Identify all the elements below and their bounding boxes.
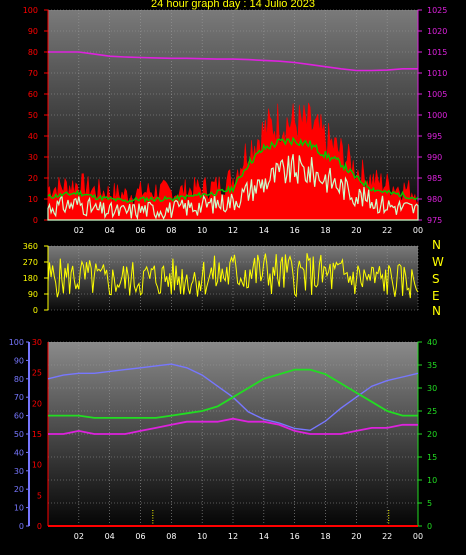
compass-s: S bbox=[432, 272, 440, 286]
compass-w: W bbox=[432, 255, 444, 269]
x-tick-label: 10 bbox=[197, 532, 207, 541]
y-left-tick-label: 80 bbox=[28, 48, 38, 57]
y-left-tick-label: 60 bbox=[28, 90, 38, 99]
direction-tick-label: 90 bbox=[28, 290, 38, 299]
humidity-tick-label: 100 bbox=[9, 338, 24, 347]
humidity-tick-label: 50 bbox=[14, 430, 24, 439]
temperature-tick-label: 25 bbox=[427, 407, 437, 416]
series-temperature-line bbox=[48, 368, 418, 419]
temperature-tick-label: 0 bbox=[427, 522, 432, 531]
x-tick-label: 04 bbox=[105, 532, 115, 541]
y-left-tick-label: 100 bbox=[23, 6, 38, 15]
temperature-tick-label: 20 bbox=[427, 430, 437, 439]
temperature-tick-label: 10 bbox=[427, 476, 437, 485]
temperature-tick-label: 30 bbox=[427, 384, 437, 393]
series-dewpoint-line bbox=[48, 417, 418, 435]
x-tick-label: 08 bbox=[166, 532, 176, 541]
x-tick-label: 08 bbox=[166, 226, 176, 235]
dewpoint-tick-label: 20 bbox=[32, 399, 42, 408]
y-left-tick-label: 30 bbox=[28, 153, 38, 162]
series-wind-avg-line bbox=[47, 136, 419, 203]
y-left-tick-label: 10 bbox=[28, 195, 38, 204]
x-tick-label: 16 bbox=[290, 532, 300, 541]
dewpoint-tick-label: 10 bbox=[32, 461, 42, 470]
x-tick-label: 00 bbox=[413, 532, 423, 541]
y-right-tick-label: 1010 bbox=[427, 69, 447, 78]
y-left-tick-label: 20 bbox=[28, 174, 38, 183]
y-right-tick-label: 990 bbox=[427, 153, 442, 162]
wind-direction-chart: 0 90 180 270 360 bbox=[23, 242, 419, 315]
x-tick-label: 02 bbox=[74, 532, 84, 541]
humidity-tick-label: 90 bbox=[14, 356, 24, 365]
y-right-tick-label: 980 bbox=[427, 195, 442, 204]
dewpoint-tick-label: 30 bbox=[32, 338, 42, 347]
humidity-tick-label: 40 bbox=[14, 448, 24, 457]
x-tick-label: 20 bbox=[351, 226, 361, 235]
x-tick-label: 14 bbox=[259, 532, 269, 541]
humidity-tick-label: 80 bbox=[14, 375, 24, 384]
temperature-tick-label: 15 bbox=[427, 453, 437, 462]
x-tick-label: 12 bbox=[228, 532, 238, 541]
x-tick-label: 06 bbox=[135, 226, 145, 235]
chart-title: 24 hour graph day : 14 Julio 2023 bbox=[151, 0, 315, 10]
x-tick-label: 22 bbox=[382, 226, 392, 235]
direction-tick-label: 360 bbox=[23, 242, 38, 251]
humidity-tick-label: 30 bbox=[14, 467, 24, 476]
series-wind-min-line bbox=[47, 154, 419, 221]
y-right-tick-label: 1020 bbox=[427, 27, 447, 36]
y-left-tick-label: 0 bbox=[33, 216, 38, 225]
compass-e: E bbox=[432, 289, 440, 303]
x-tick-label: 02 bbox=[74, 226, 84, 235]
dewpoint-tick-label: 5 bbox=[37, 491, 42, 500]
temperature-humidity-chart: 0102030405060708090100051015202530051015… bbox=[9, 338, 437, 541]
x-tick-label: 06 bbox=[135, 532, 145, 541]
dewpoint-tick-label: 15 bbox=[32, 430, 42, 439]
y-right-tick-label: 1005 bbox=[427, 90, 447, 99]
dewpoint-tick-label: 25 bbox=[32, 369, 42, 378]
x-tick-label: 12 bbox=[228, 226, 238, 235]
x-tick-label: 00 bbox=[413, 226, 423, 235]
x-tick-label: 18 bbox=[320, 532, 330, 541]
y-left-tick-label: 50 bbox=[28, 111, 38, 120]
y-left-tick-label: 40 bbox=[28, 132, 38, 141]
temperature-tick-label: 40 bbox=[427, 338, 437, 347]
series-gust-area bbox=[47, 102, 419, 221]
y-right-tick-label: 995 bbox=[427, 132, 442, 141]
x-tick-label: 04 bbox=[105, 226, 115, 235]
direction-tick-label: 270 bbox=[23, 258, 38, 267]
x-tick-label: 14 bbox=[259, 226, 269, 235]
humidity-tick-label: 20 bbox=[14, 485, 24, 494]
direction-tick-label: 0 bbox=[33, 306, 38, 315]
x-tick-label: 20 bbox=[351, 532, 361, 541]
x-tick-label: 16 bbox=[290, 226, 300, 235]
temperature-tick-label: 5 bbox=[427, 499, 432, 508]
y-right-tick-label: 1025 bbox=[427, 6, 447, 15]
x-tick-label: 10 bbox=[197, 226, 207, 235]
y-right-tick-label: 975 bbox=[427, 216, 442, 225]
humidity-tick-label: 0 bbox=[19, 522, 24, 531]
y-left-tick-label: 90 bbox=[28, 27, 38, 36]
x-tick-label: 18 bbox=[320, 226, 330, 235]
compass-n-top: N bbox=[432, 238, 441, 252]
humidity-tick-label: 10 bbox=[14, 504, 24, 513]
compass-labels: N W S E N bbox=[432, 238, 448, 318]
compass-n-bottom: N bbox=[432, 304, 441, 318]
humidity-tick-label: 70 bbox=[14, 393, 24, 402]
series-wind-direction-line bbox=[47, 253, 419, 299]
direction-tick-label: 180 bbox=[23, 274, 38, 283]
dewpoint-tick-label: 0 bbox=[37, 522, 42, 531]
x-tick-label: 22 bbox=[382, 532, 392, 541]
y-right-tick-label: 1000 bbox=[427, 111, 447, 120]
series-pressure-line bbox=[48, 51, 418, 72]
temperature-tick-label: 35 bbox=[427, 361, 437, 370]
humidity-tick-label: 60 bbox=[14, 412, 24, 421]
wind-pressure-chart: 0102030405060708090100975980985990995100… bbox=[23, 6, 448, 235]
y-right-tick-label: 985 bbox=[427, 174, 442, 183]
y-right-tick-label: 1015 bbox=[427, 48, 447, 57]
y-left-tick-label: 70 bbox=[28, 69, 38, 78]
